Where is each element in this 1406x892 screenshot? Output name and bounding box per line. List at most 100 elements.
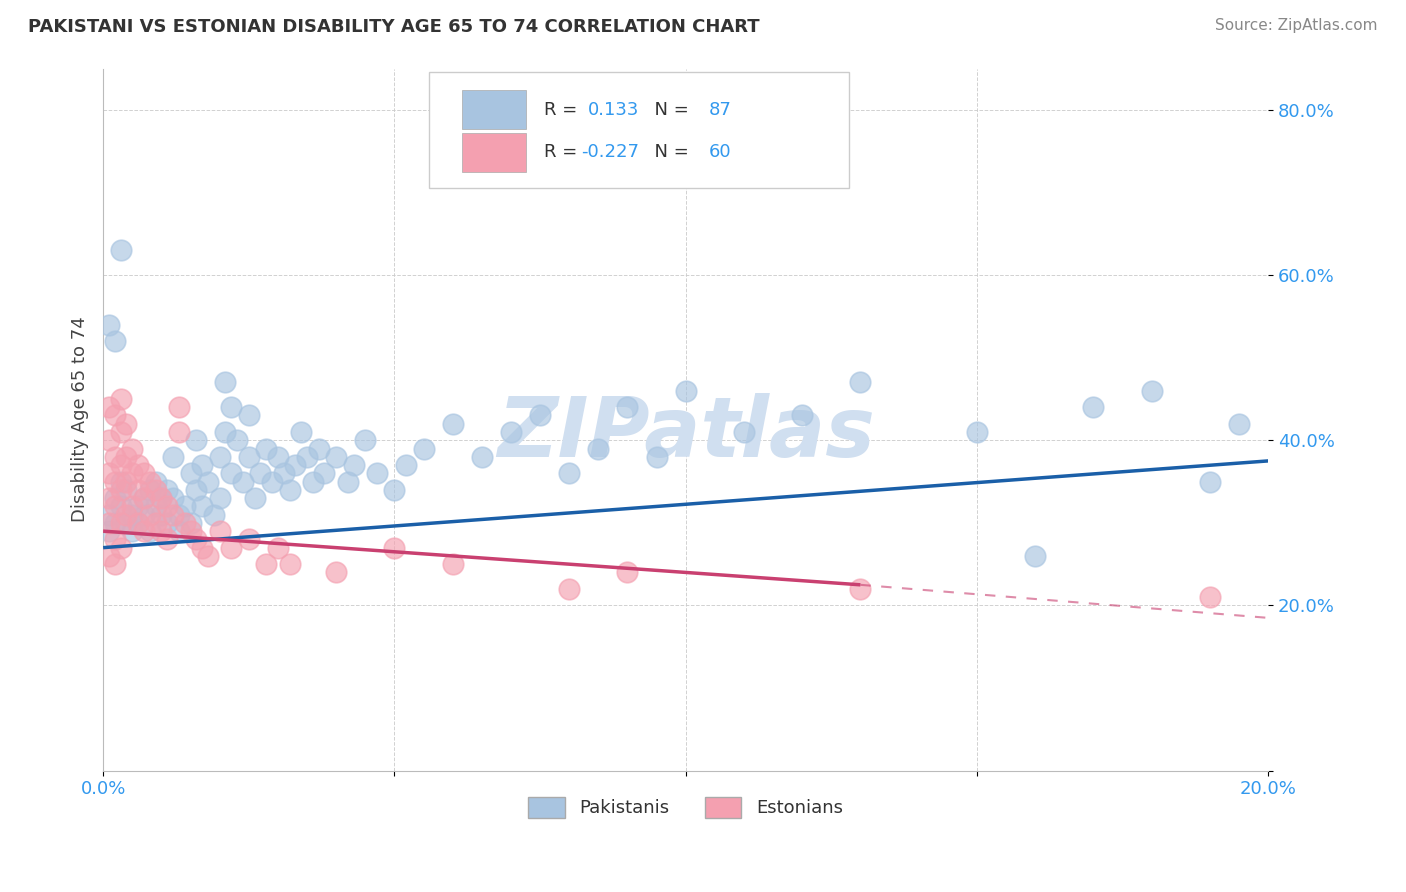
Text: -0.227: -0.227 (581, 144, 638, 161)
Point (232, 475, 254, 489)
FancyBboxPatch shape (463, 90, 526, 129)
Point (104, 557, 127, 571)
Point (173, 516, 195, 530)
Point (104, 516, 127, 530)
Point (849, 376, 872, 390)
Point (186, 483, 208, 497)
Text: 87: 87 (709, 101, 731, 119)
Point (499, 425, 522, 439)
Point (156, 483, 179, 497)
Point (191, 500, 214, 514)
Point (167, 401, 190, 415)
Point (366, 467, 388, 481)
Point (314, 467, 336, 481)
Point (558, 467, 581, 481)
Point (104, 533, 127, 547)
Point (127, 516, 149, 530)
Point (186, 533, 208, 547)
Point (110, 244, 132, 258)
Point (110, 516, 132, 530)
Point (219, 541, 242, 555)
Point (290, 425, 312, 439)
Point (412, 442, 434, 456)
Point (214, 425, 236, 439)
Point (1227, 417, 1250, 431)
Text: N =: N = (643, 144, 695, 161)
Point (97, 434, 120, 448)
Point (97, 516, 120, 530)
Point (150, 491, 173, 505)
Point (238, 533, 260, 547)
Point (162, 450, 184, 464)
Point (295, 450, 318, 464)
Point (273, 467, 295, 481)
Point (156, 516, 179, 530)
Point (243, 491, 266, 505)
Point (121, 442, 143, 456)
Point (645, 450, 668, 464)
Point (308, 442, 330, 456)
Point (208, 450, 231, 464)
Point (588, 442, 610, 456)
Point (132, 467, 155, 481)
Y-axis label: Disability Age 65 to 74: Disability Age 65 to 74 (72, 317, 89, 523)
Point (284, 458, 307, 472)
Point (115, 450, 138, 464)
Point (132, 524, 155, 538)
Point (179, 524, 201, 538)
Point (191, 541, 214, 555)
Point (238, 409, 260, 423)
Point (219, 467, 242, 481)
Point (616, 566, 638, 580)
Point (115, 508, 138, 522)
Point (156, 500, 179, 514)
Point (214, 376, 236, 390)
Point (167, 508, 190, 522)
Point (186, 434, 208, 448)
Point (145, 516, 167, 530)
Point (384, 541, 406, 555)
Point (110, 541, 132, 555)
Text: R =: R = (544, 101, 582, 119)
Point (208, 491, 231, 505)
Point (97, 549, 120, 563)
Point (219, 401, 242, 415)
Point (733, 425, 755, 439)
Point (104, 409, 127, 423)
Point (150, 508, 173, 522)
Point (145, 483, 167, 497)
Point (529, 409, 551, 423)
Point (97, 491, 120, 505)
Point (267, 541, 290, 555)
Point (325, 450, 347, 464)
Point (325, 566, 347, 580)
Point (110, 425, 132, 439)
Point (278, 557, 301, 571)
Point (110, 392, 132, 406)
Text: N =: N = (643, 101, 695, 119)
Point (104, 450, 127, 464)
Text: R =: R = (544, 144, 582, 161)
Point (238, 450, 260, 464)
Text: 60: 60 (709, 144, 731, 161)
FancyBboxPatch shape (463, 133, 526, 171)
Point (110, 500, 132, 514)
Point (558, 582, 581, 596)
Point (384, 483, 406, 497)
Point (249, 467, 271, 481)
Text: 0.133: 0.133 (588, 101, 640, 119)
Point (197, 475, 219, 489)
Text: Source: ZipAtlas.com: Source: ZipAtlas.com (1215, 18, 1378, 33)
Point (1140, 384, 1163, 398)
Point (202, 508, 225, 522)
Point (121, 467, 143, 481)
Point (167, 524, 190, 538)
Point (121, 524, 143, 538)
Point (97, 467, 120, 481)
Point (441, 557, 464, 571)
Point (471, 450, 494, 464)
Point (145, 500, 167, 514)
Point (138, 508, 160, 522)
Point (191, 458, 214, 472)
Legend: Pakistanis, Estonians: Pakistanis, Estonians (522, 789, 851, 825)
